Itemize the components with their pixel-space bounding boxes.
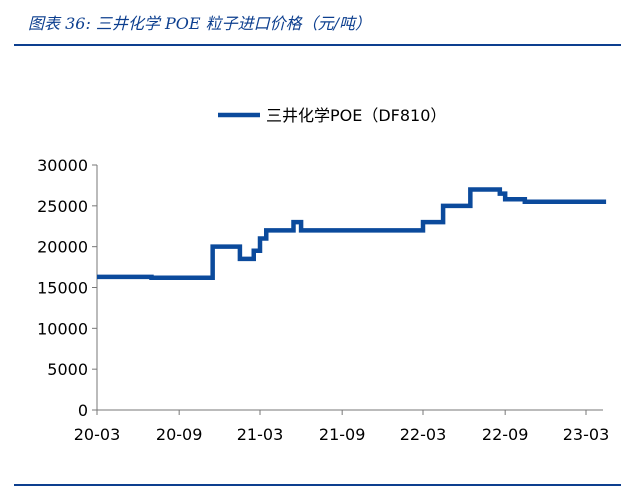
series-line: [97, 187, 607, 280]
y-tick-label: 10000: [37, 319, 88, 338]
y-tick-label: 15000: [37, 279, 88, 298]
x-tick-label: 22-09: [482, 425, 529, 444]
x-axis-ticks: 20-03 20-09 21-03 21-09 22-03 22-09 23-03: [74, 410, 610, 444]
x-tick-label: 20-03: [74, 425, 121, 444]
top-divider: [14, 44, 621, 46]
x-tick-label: 21-09: [319, 425, 366, 444]
bottom-divider: [14, 484, 621, 486]
x-tick-label: 22-03: [400, 425, 447, 444]
y-tick-label: 20000: [37, 238, 88, 257]
x-tick-label: 23-03: [563, 425, 610, 444]
x-tick-label: 20-09: [156, 425, 203, 444]
x-tick-label: 21-03: [237, 425, 284, 444]
y-tick-label: 30000: [37, 156, 88, 175]
series-lines: [97, 187, 607, 280]
y-tick-label: 25000: [37, 197, 88, 216]
y-tick-label: 5000: [47, 360, 88, 379]
y-axis-ticks: 0 5000 10000 15000 20000 25000 30000: [37, 156, 97, 420]
legend-label: 三井化学POE（DF810）: [266, 106, 446, 125]
y-tick-label: 0: [78, 401, 88, 420]
figure-title: 图表 36: 三井化学 POE 粒子进口价格（元/吨）: [28, 14, 372, 33]
chart-legend: 三井化学POE（DF810）: [218, 106, 446, 125]
